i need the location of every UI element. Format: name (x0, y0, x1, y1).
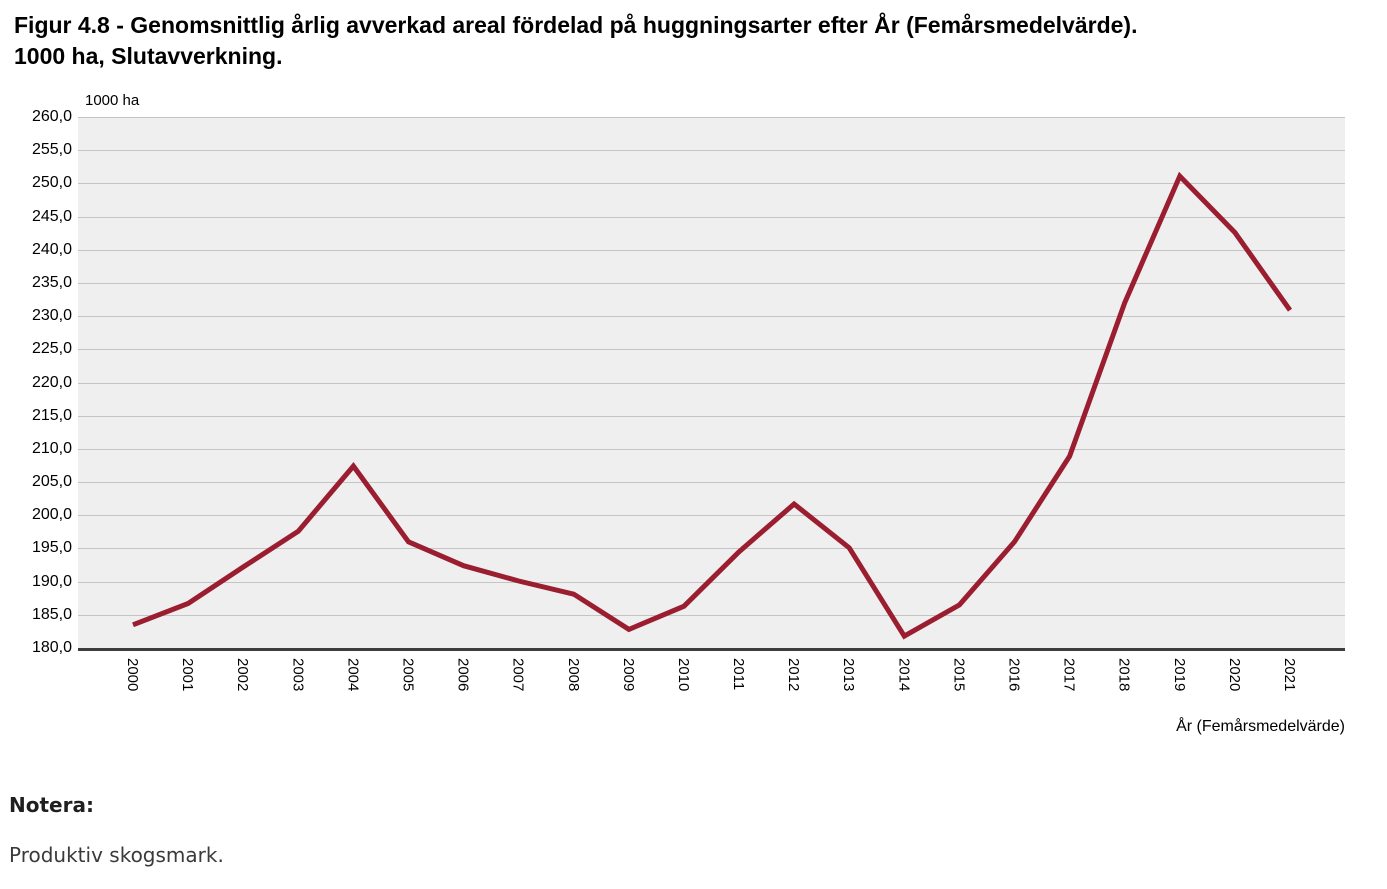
y-axis-tick-label: 235,0 (31, 273, 72, 291)
gridline (78, 614, 1345, 616)
x-axis-tick-label: 2014 (895, 658, 913, 692)
gridline (78, 183, 1345, 185)
x-axis-tick-label: 2006 (454, 658, 472, 692)
gridline (78, 150, 1345, 152)
x-axis-tick-label: 2002 (234, 658, 252, 692)
line-chart-canvas (132, 171, 1293, 640)
gridline (78, 349, 1345, 351)
x-axis-tick-label: 2018 (1115, 658, 1133, 692)
y-axis-tick-label: 245,0 (31, 207, 72, 225)
slutavverkning-line (132, 171, 1293, 640)
x-axis-tick-label: 2011 (730, 658, 748, 691)
gridline (78, 249, 1345, 251)
y-axis-tick-label: 200,0 (31, 506, 72, 524)
y-axis-tick-label: 250,0 (31, 174, 72, 192)
gridline (78, 282, 1345, 284)
y-axis-tick-labels: 260,0 255,0 250,0 245,0 240,0 235,0 230,0 225,0… (0, 108, 72, 656)
y-axis-tick-label: 210,0 (31, 439, 72, 457)
y-axis-tick-label: 220,0 (31, 373, 72, 391)
y-axis-tick-label: 260,0 (31, 108, 72, 125)
y-axis-tick-label: 255,0 (31, 141, 72, 159)
x-axis-tick-label: 2017 (1060, 658, 1078, 692)
x-axis-tick-label: 2000 (124, 658, 141, 692)
x-axis-tick-label: 2013 (840, 658, 858, 692)
x-axis-tick-label: 2008 (564, 658, 582, 692)
plot-area (78, 117, 1345, 651)
gridline (78, 448, 1345, 450)
x-axis-tick-label: 2020 (1225, 658, 1243, 692)
y-axis-tick-label: 195,0 (31, 539, 72, 557)
gridline (78, 482, 1345, 484)
y-axis-tick-label: 205,0 (31, 473, 72, 491)
x-axis-tick-label: 2003 (289, 658, 307, 692)
notes-body: Produktiv skogsmark. (9, 843, 224, 867)
y-axis-tick-label: 225,0 (31, 340, 72, 358)
notes-heading: Notera: (9, 793, 94, 817)
y-axis-tick-label: 180,0 (31, 639, 72, 656)
gridline (78, 316, 1345, 318)
y-axis-tick-label: 240,0 (31, 240, 72, 258)
gridline (78, 382, 1345, 384)
gridline (78, 216, 1345, 218)
y-axis-tick-label: 215,0 (31, 406, 72, 424)
gridline (78, 515, 1345, 517)
x-axis-tick-label: 2021 (1280, 658, 1298, 692)
y-axis-tick-label: 230,0 (31, 307, 72, 325)
gridline (78, 117, 1345, 118)
y-axis-unit-label: 1000 ha (85, 92, 140, 109)
x-axis-tick-label: 2012 (785, 658, 803, 692)
x-axis-tick-label: 2019 (1170, 658, 1188, 692)
y-axis-tick-label: 190,0 (31, 572, 72, 590)
x-axis-title: År (Femårsmedelvärde) (1176, 718, 1345, 735)
x-axis-tick-label: 2015 (950, 658, 968, 692)
gridline (78, 415, 1345, 417)
page-title: Figur 4.8 - Genomsnittlig årlig avverkad… (14, 12, 1138, 69)
x-axis-tick-label: 2009 (619, 658, 637, 692)
x-axis-tick-label: 2001 (179, 658, 197, 692)
gridline (78, 548, 1345, 550)
x-axis-tick-label: 2005 (399, 658, 417, 692)
x-axis-tick-label: 2004 (344, 658, 362, 692)
x-axis-tick-label: 2007 (509, 658, 527, 692)
y-axis-tick-label: 185,0 (31, 605, 72, 623)
x-axis-tick-label: 2010 (674, 658, 692, 692)
x-axis-tick-label: 2016 (1005, 658, 1023, 692)
